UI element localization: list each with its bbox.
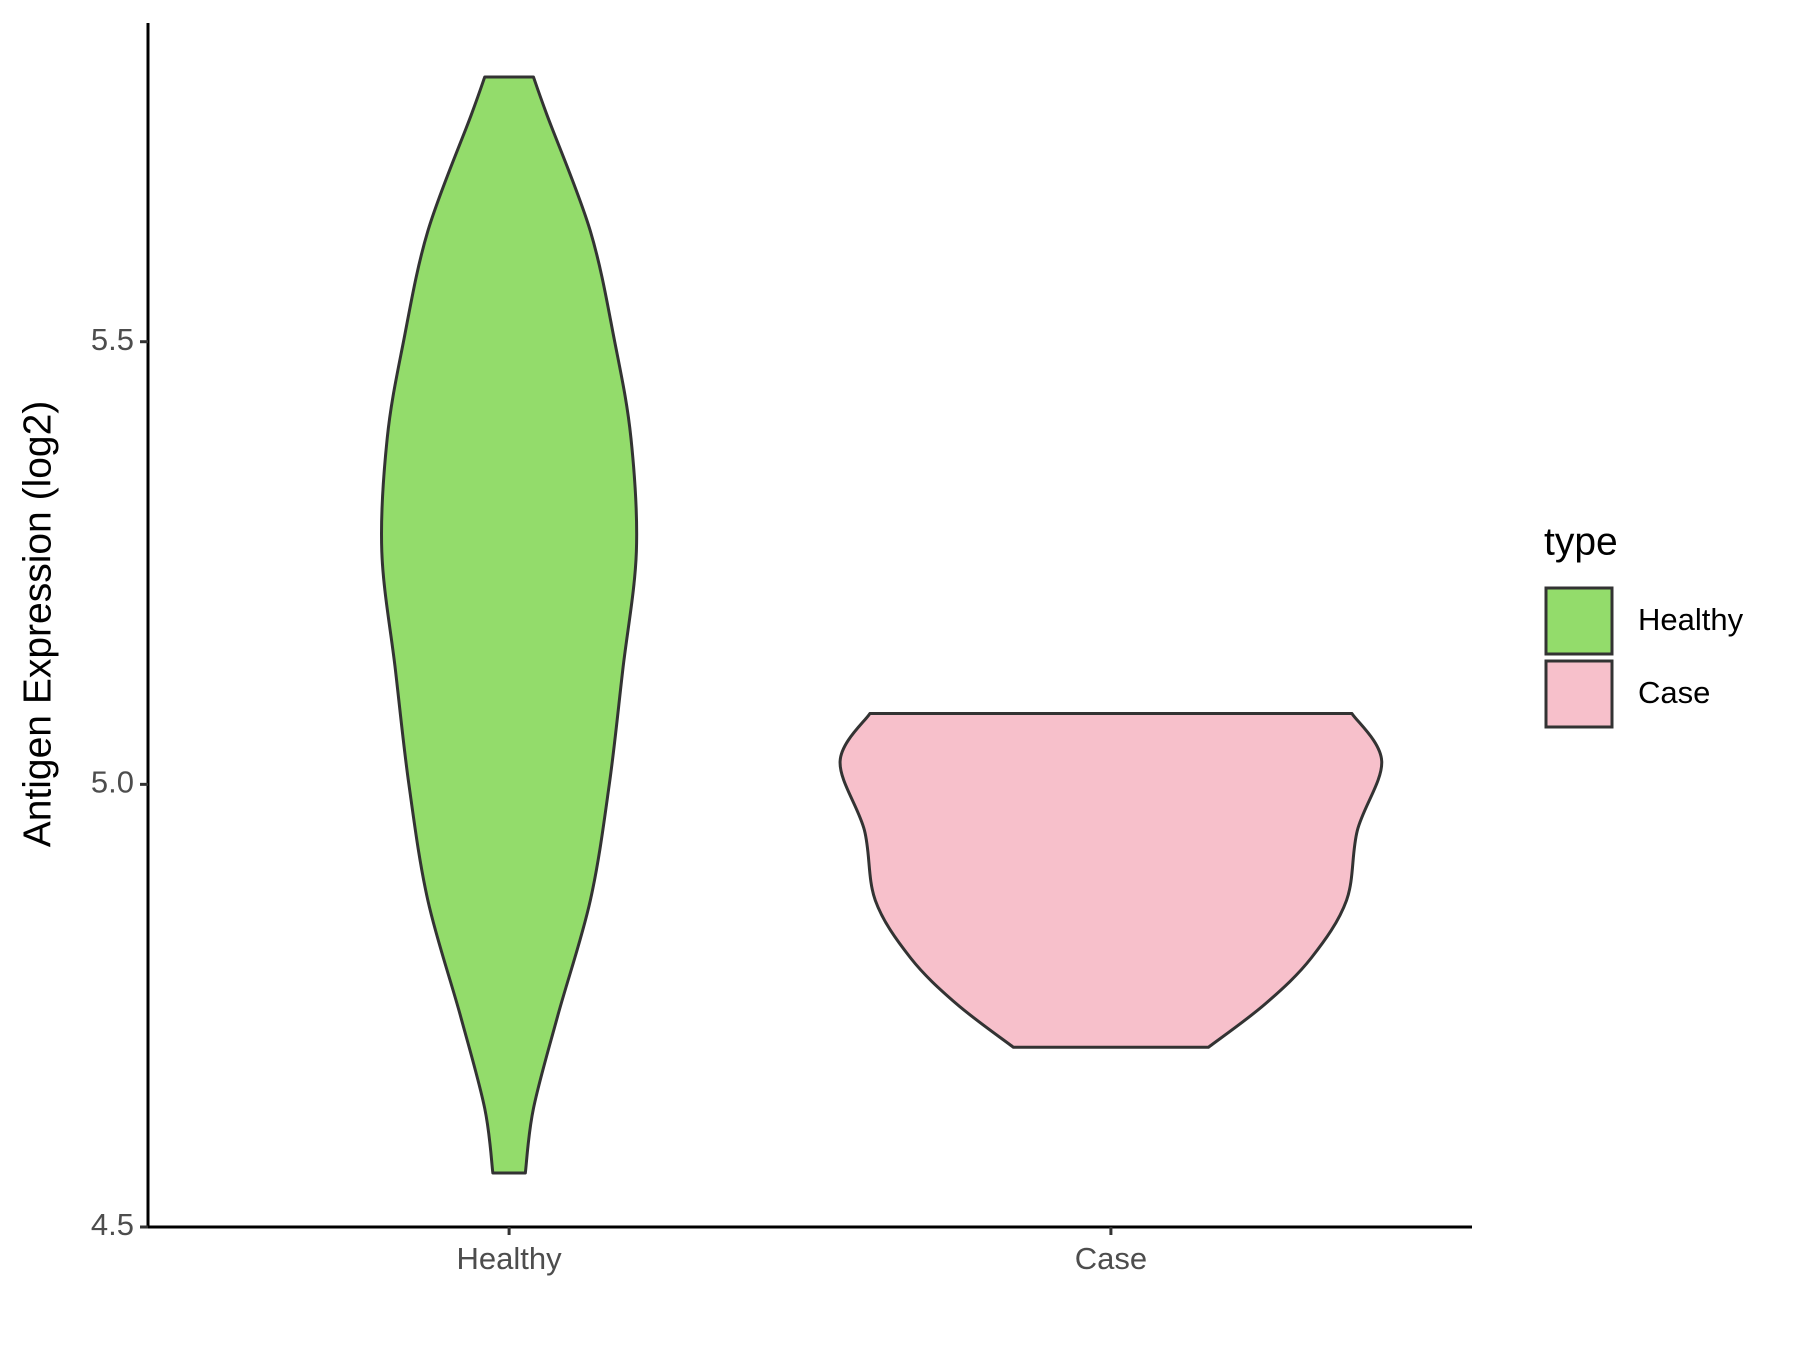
y-tick-label: 4.5 <box>91 1207 134 1242</box>
legend-label: Case <box>1638 675 1710 710</box>
x-tick-label: Case <box>1075 1241 1147 1276</box>
y-tick-label: 5.0 <box>91 765 134 800</box>
legend-key <box>1544 586 1614 656</box>
violin <box>838 712 1384 1049</box>
y-tick-label: 5.5 <box>91 322 134 357</box>
y-axis-label: Antigen Expression (log2) <box>16 401 59 848</box>
legend-key <box>1544 659 1614 729</box>
legend-label: Healthy <box>1638 602 1744 637</box>
legend-title: type <box>1544 520 1618 563</box>
x-tick-label: Healthy <box>457 1241 563 1276</box>
violin <box>379 75 639 1175</box>
